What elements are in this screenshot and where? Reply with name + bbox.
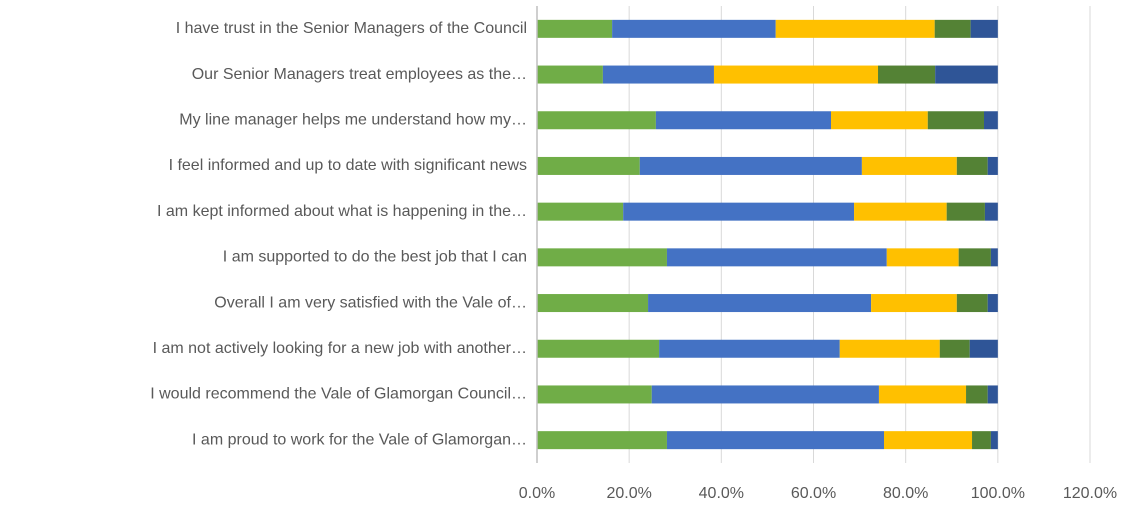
bar-segment [946,202,985,221]
bar-segment [884,431,973,450]
bar-segment [713,65,879,84]
bar-segment [648,294,872,313]
bar-segment [956,294,988,313]
bar-segment [655,111,832,130]
bar-segment [854,202,947,221]
bar-segment [871,294,957,313]
bar-segment [602,65,714,84]
bar-segment [927,111,985,130]
bar-segment [878,385,967,404]
bar-segment [990,248,998,267]
y-tick-label: I am supported to do the best job that I… [223,249,527,266]
bar-segment [651,385,879,404]
bar-segment [987,294,998,313]
bar-segment [537,65,603,84]
bar-segment [990,431,998,450]
x-tick-label: 80.0% [883,485,928,502]
bar-segment [659,339,840,358]
y-tick-label: Our Senior Managers treat employees as t… [192,66,527,83]
bar-segment [831,111,928,130]
bar-segment [987,156,998,175]
bar-segment [537,339,660,358]
x-tick-label: 60.0% [791,485,836,502]
bar-segment [969,339,998,358]
bar-segment [984,111,998,130]
y-tick-label: I feel informed and up to date with sign… [169,157,527,174]
x-tick-label: 20.0% [606,485,651,502]
bar-segment [537,248,667,267]
bar-segment [958,248,991,267]
bar-segment [861,156,957,175]
bar-segment [537,156,640,175]
y-tick-label: Overall I am very satisfied with the Val… [214,294,527,311]
y-tick-label: I would recommend the Vale of Glamorgan … [150,386,527,403]
bar-segment [935,65,998,84]
bar-segment [537,294,649,313]
y-tick-label: I am kept informed about what is happeni… [157,203,527,220]
bar-segment [939,339,970,358]
bar-segment [839,339,940,358]
bar-segment [666,248,887,267]
bar-segment [639,156,862,175]
bar-segment [984,202,998,221]
bar-segment [934,19,971,38]
bar-segment [987,385,998,404]
bar-segment [612,19,776,38]
bar-segment [537,431,667,450]
bar-segment [623,202,855,221]
y-tick-label: My line manager helps me understand how … [179,111,527,128]
y-tick-label: I have trust in the Senior Managers of t… [176,20,527,37]
bar-segment [666,431,885,450]
bar-segment [537,19,613,38]
bar-segment [970,19,998,38]
bar-segment [886,248,959,267]
x-tick-label: 100.0% [971,485,1025,502]
bar-segment [537,202,624,221]
x-tick-label: 0.0% [519,485,555,502]
x-tick-label: 40.0% [699,485,744,502]
bar-segment [956,156,988,175]
bar-segment [537,385,652,404]
bar-segment [775,19,935,38]
bar-segment [966,385,988,404]
y-tick-label: I am proud to work for the Vale of Glamo… [192,431,527,448]
x-tick-label: 120.0% [1063,485,1117,502]
bar-segment [878,65,936,84]
bar-segment [972,431,991,450]
y-tick-label: I am not actively looking for a new job … [153,340,527,357]
bar-segment [537,111,656,130]
